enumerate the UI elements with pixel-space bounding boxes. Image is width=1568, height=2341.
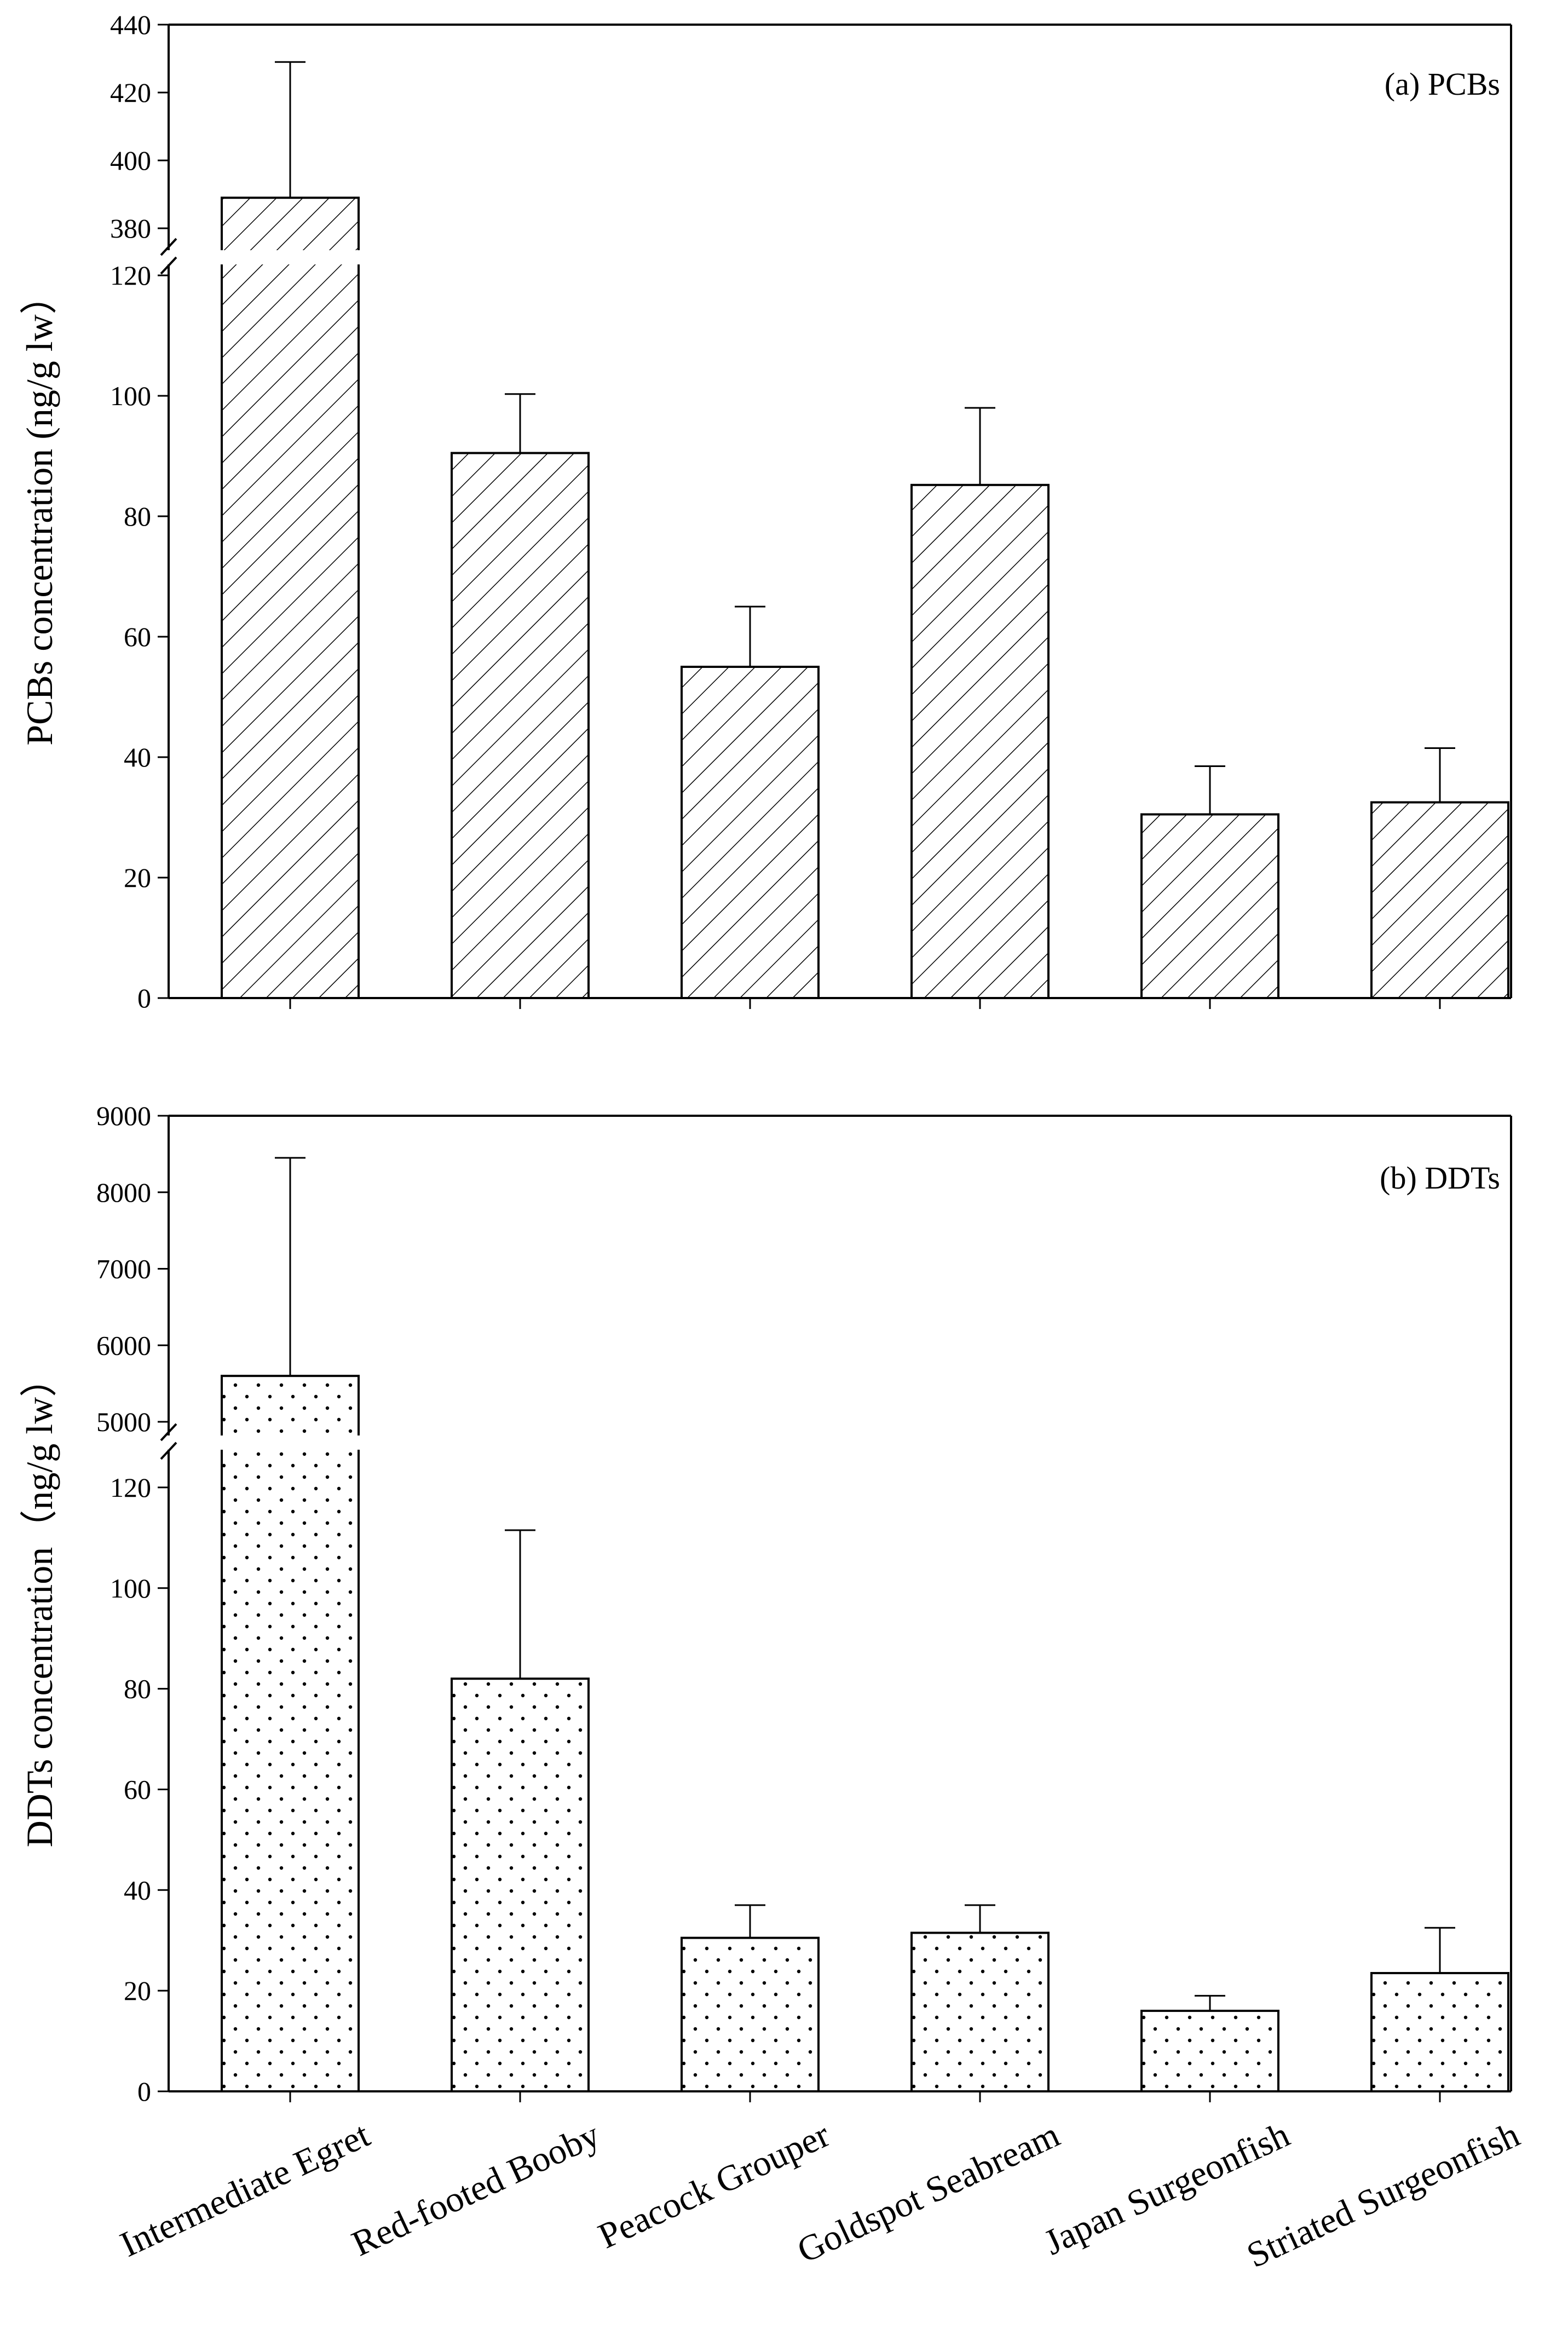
bar-pcbs-1 (221, 197, 360, 1000)
bar-ddts-1 (221, 1375, 360, 2092)
y-tick-label: 7000 (96, 1254, 151, 1284)
y-tick-label: 0 (137, 2076, 151, 2107)
bar-ddts-6 (1370, 1971, 1509, 2092)
y-axis-label-b: DDTs concentration（ng/g lw） (19, 1360, 60, 1847)
bar-pcbs-6 (1370, 801, 1509, 999)
y-tick-label: 120 (110, 260, 151, 291)
y-tick-label: 80 (124, 501, 151, 532)
y-axis-label-a: PCBs concentration (ng/g lw） (19, 277, 60, 746)
axis-break-gap (218, 250, 362, 264)
y-tick-label: 60 (124, 1774, 151, 1804)
y-tick-label: 20 (124, 1975, 151, 2006)
y-tick-label: 40 (124, 742, 151, 772)
x-category-label-1: Intermediate Egret (114, 2114, 376, 2264)
y-tick-label: 440 (110, 9, 151, 40)
y-tick-label: 40 (124, 1875, 151, 1905)
bar-ddts-2 (451, 1677, 590, 2092)
panel-label-b: (b) DDTs (1380, 1160, 1500, 1196)
y-tick-label: 8000 (96, 1177, 151, 1208)
panel-b-ddts: 0 20 40 60 80 100 120 5000 6000 7000 8000 9000 (b) … (19, 1100, 1512, 2107)
y-tick-label: 9000 (96, 1100, 151, 1131)
y-tick-label: 0 (137, 983, 151, 1013)
y-tick-label: 120 (110, 1472, 151, 1503)
bar-pcbs-5 (1140, 813, 1279, 999)
y-tick-label: 5000 (96, 1406, 151, 1437)
panel-label-a: (a) PCBs (1385, 66, 1500, 102)
y-tick-label: 380 (110, 213, 151, 244)
bar-ddts-3 (681, 1936, 820, 2092)
axis-break-gap (218, 1435, 362, 1450)
bar-pcbs-4 (910, 483, 1050, 999)
x-category-label-4: Goldspot Seabream (791, 2114, 1065, 2270)
y-tick-label: 420 (110, 77, 151, 108)
y-axis-break-gap (165, 1435, 172, 1450)
bar-pcbs-3 (681, 666, 820, 999)
y-tick-label: 20 (124, 862, 151, 893)
bar-ddts-5 (1140, 2009, 1279, 2093)
y-tick-label: 400 (110, 145, 151, 176)
y-tick-label: 80 (124, 1674, 151, 1704)
y-tick-label: 100 (110, 1573, 151, 1604)
y-tick-label: 6000 (96, 1330, 151, 1360)
y-axis-break-gap (165, 250, 172, 264)
y-tick-label: 60 (124, 621, 151, 652)
y-tick-label: 100 (110, 380, 151, 411)
panel-a-pcbs: 0 20 40 60 80 100 120 380 400 420 440 (a) PCBs PCB… (19, 9, 1512, 1013)
bar-ddts-4 (910, 1931, 1050, 2093)
bar-pcbs-2 (451, 452, 590, 999)
x-category-label-2: Red-footed Booby (346, 2114, 606, 2264)
